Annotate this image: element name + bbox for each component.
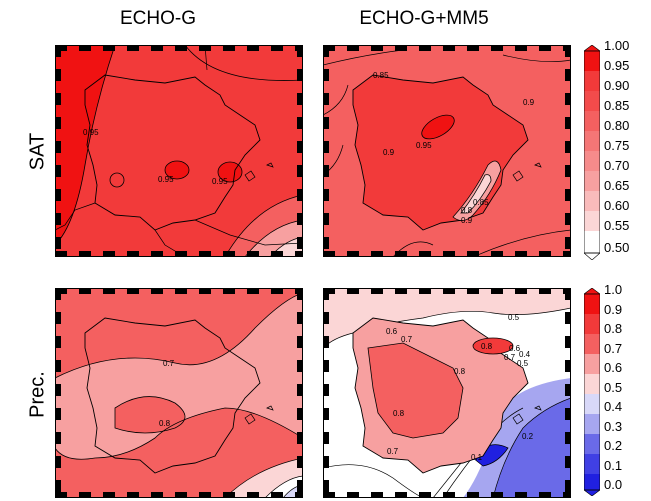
contour-label: 0.8 [481,342,493,351]
contour-label: 0.5 [508,313,520,322]
colorbar-sat-tick: 0.85 [604,98,630,113]
colorbar-sat-tick: 0.50 [604,240,630,255]
map-prec-echo-g: 0.7 0.8 [55,288,303,498]
colorbar-sat-tick: 0.80 [604,118,630,133]
colorbar-sat-tick: 0.55 [604,218,630,233]
contour-label: 0.95 [83,128,99,137]
contour-label: 0.7 [401,335,413,344]
colorbar-sat-tick: 1.00 [604,38,630,53]
colorbar-prec-tick: 0.7 [604,341,623,356]
colorbar-prec-tick: 0.5 [604,380,623,395]
map-sat-echo-g-mm5: 0.85 0.9 0.95 0.9 0.8 0.85 0.9 [323,45,571,257]
colorbar-sat-tick: 0.60 [604,198,630,213]
contour-label: 0.8 [454,367,466,376]
map-prec-echo-g-mm5: 0.5 0.6 0.7 0.8 0.6 0.7 0.4 0.5 0.8 0.8 … [323,288,571,498]
colorbar-sat-tick: 0.90 [604,78,630,93]
contour-label: 0.8 [393,409,405,418]
contour-label: 0.7 [504,353,516,362]
colorbar-sat-tick: 0.70 [604,158,630,173]
contour-label: 0.95 [416,141,432,150]
colorbar-prec-tick: 1.0 [604,282,623,297]
contour-label: 0.6 [386,327,398,336]
column-title-echo-g-mm5: ECHO-G+MM5 [359,8,489,29]
contour-label: 0.7 [163,359,175,368]
contour-label: 0.7 [387,447,399,456]
row-label-sat: SAT [26,132,49,171]
contour-label: 0.2 [522,432,534,441]
colorbar-sat-tick: 0.95 [604,58,630,73]
contour-label: 0.5 [517,359,529,368]
row-label-prec: Prec. [26,371,49,418]
contour-label: 0.9 [383,148,395,157]
colorbar-prec-tick: 0.1 [604,458,623,473]
contour-label: 0.95 [158,175,174,184]
contour-label: 0.1 [471,453,483,462]
colorbar-prec-tick: 0.4 [604,399,623,414]
contour-label: 0.6 [509,344,521,353]
contour-label: 0.9 [523,98,535,107]
colorbar-prec-tick: 0.6 [604,360,623,375]
colorbar-prec-tick: 0.9 [604,302,623,317]
colorbar-sat-tick: 0.75 [604,138,630,153]
column-title-echo-g: ECHO-G [120,8,196,29]
colorbar-sat-tick: 0.65 [604,178,630,193]
contour-label: 0.8 [159,419,171,428]
colorbar-sat [583,44,601,265]
colorbar-prec-tick: 0.2 [604,438,623,453]
colorbar-prec-tick: 0.3 [604,419,623,434]
contour-label: 0.85 [473,198,489,207]
map-sat-echo-g: 0.95 0.95 0.95 [55,45,303,257]
colorbar-prec [583,287,601,501]
colorbar-prec-tick: 0.8 [604,321,623,336]
contour-label: 0.95 [212,177,228,186]
contour-label: 0.85 [373,71,389,80]
contour-label: 0.4 [519,350,531,359]
colorbar-prec-tick: 0.0 [604,477,623,492]
contour-label: 0.9 [461,216,473,225]
contour-label: 0.8 [461,206,473,215]
